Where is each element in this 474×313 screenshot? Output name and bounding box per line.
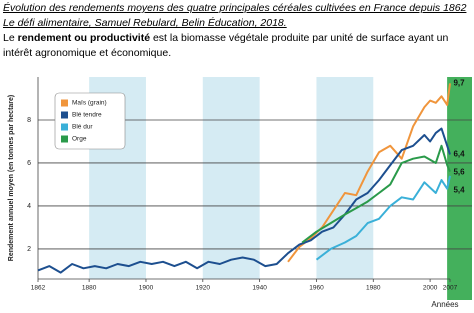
series-line [301,144,451,244]
y-tick-label: 8 [27,117,31,124]
y-tick-label: 4 [27,203,31,210]
y-axis-label: Rendement annuel moyen (en tonnes par he… [8,95,15,261]
legend-swatch [61,135,68,143]
legend-swatch [61,99,68,107]
definition: Le rendement ou productivité est la biom… [3,31,471,61]
x-tick-label: 1900 [139,285,154,292]
definition-end: est la biomasse végétale produite par un… [3,32,449,59]
x-tick-label: 2000 [423,285,438,292]
value-label: 6,4 [453,149,465,158]
x-tick-label: 1940 [252,285,267,292]
value-label: 5,4 [453,185,465,194]
header: Évolution des rendements moyens des quat… [3,1,471,61]
legend-swatch [61,123,68,131]
recent-band [447,77,472,300]
value-label: 5,6 [453,167,465,176]
x-tick-label: 1880 [82,285,97,292]
legend-label: Orge [72,136,87,143]
band [202,77,260,279]
legend-swatch [61,111,68,119]
legend-label: Blé dur [72,124,93,131]
x-tick-label: 1920 [196,285,211,292]
y-tick-label: 6 [27,160,31,167]
x-tick-label: 2007 [443,285,458,292]
value-label: 9,7 [453,79,465,88]
series-line [315,175,451,261]
series-line [37,127,451,274]
y-tick-label: 2 [27,246,31,253]
legend-box [54,92,126,150]
x-axis-label: Années [431,300,458,309]
caption: Évolution des rendements moyens des quat… [3,2,467,29]
background [89,77,472,300]
x-tick-label: 1960 [309,285,324,292]
definition-start: Le [3,32,18,44]
x-tick-label: 1862 [31,285,46,292]
x-tick-label: 1980 [366,285,381,292]
legend-label: Blé tendre [72,112,102,119]
definition-term: rendement ou productivité [17,32,151,44]
legend-label: Maïs (grain) [72,100,107,107]
